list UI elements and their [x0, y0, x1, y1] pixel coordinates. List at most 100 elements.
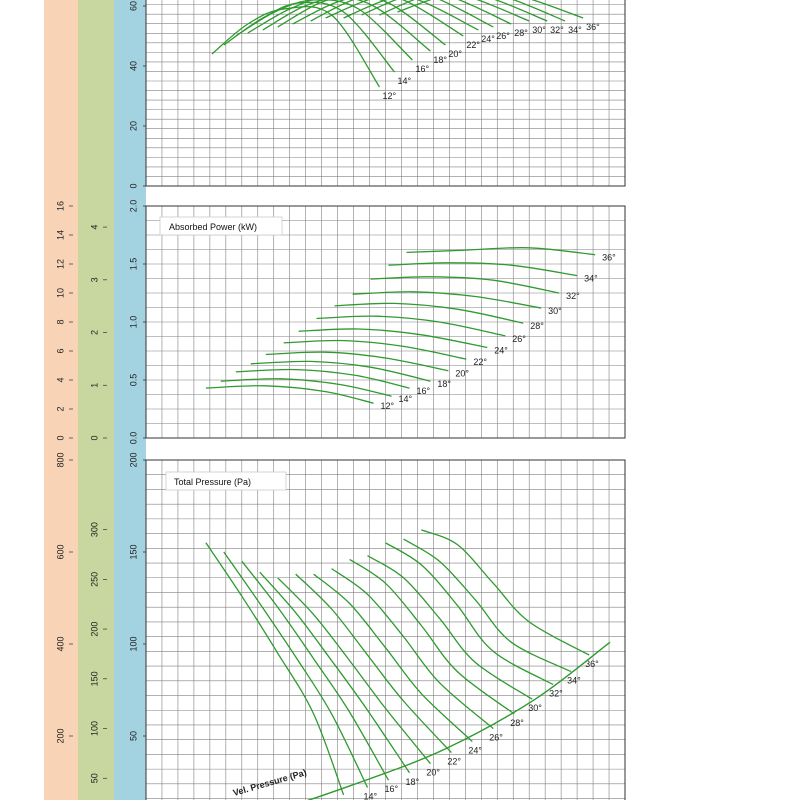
pressure-series-label: 28° [510, 718, 524, 728]
pressure-series-line-11 [403, 538, 572, 673]
orange-power-tick-label: 14 [55, 230, 65, 240]
efficiency-series-line-9 [343, 0, 530, 22]
power-y-tick-label: 0.5 [128, 374, 138, 387]
orange-power-tick-label: 12 [55, 259, 65, 269]
power-series-label: 16° [416, 386, 430, 396]
left-axis-strip-orange [44, 0, 78, 800]
power-series-label: 14° [398, 394, 412, 404]
power-series-label: 24° [494, 346, 508, 356]
pressure-series-label: 30° [528, 703, 542, 713]
orange-power-tick-label: 2 [55, 406, 65, 411]
orange-power-tick-label: 0 [55, 435, 65, 440]
pressure-series-line-6 [313, 573, 473, 742]
pressure-series-label: 36° [585, 659, 599, 669]
pressure-series-label: 32° [549, 688, 563, 698]
efficiency-series-label: 26° [496, 31, 510, 41]
pressure-series-line-3 [259, 571, 411, 774]
velocity-pressure-line [306, 641, 611, 800]
power-series-label: 36° [602, 253, 616, 263]
efficiency-series-line-5 [277, 0, 464, 37]
efficiency-series-line-0 [211, 5, 381, 88]
power-series-line-12 [406, 246, 596, 256]
efficiency-series-line-12 [397, 0, 584, 19]
efficiency-series-label: 18° [433, 55, 447, 65]
power-series-line-8 [334, 302, 524, 324]
efficiency-series-label: 30° [532, 25, 546, 35]
efficiency-series-label: 24° [481, 34, 495, 44]
efficiency-series-line-6 [292, 0, 479, 31]
power-series-label: 32° [566, 291, 580, 301]
pressure-y-tick-label: 100 [128, 636, 138, 651]
pressure-series-label: 20° [426, 768, 440, 778]
pressure-chart-title: Total Pressure (Pa) [174, 477, 251, 487]
green-pressure-tick-label: 300 [89, 522, 99, 537]
orange-pressure-tick-label: 400 [55, 636, 65, 651]
efficiency-series-label: 12° [383, 91, 397, 101]
efficiency-frame [145, 0, 626, 187]
power-title-box: Absorbed Power (kW) [159, 216, 283, 236]
power-chart-title: Absorbed Power (kW) [169, 222, 257, 232]
power-y-tick-label: 2.0 [128, 200, 138, 213]
green-pressure-tick-label: 50 [89, 773, 99, 783]
green-power-tick-label: 2 [89, 330, 99, 335]
power-series-label: 22° [473, 357, 487, 367]
pressure-series-line-4 [277, 577, 431, 765]
power-series-line-7 [316, 315, 506, 337]
power-series-label: 18° [437, 379, 451, 389]
green-pressure-tick-label: 150 [89, 671, 99, 686]
orange-power-tick-label: 16 [55, 201, 65, 211]
pressure-series-line-2 [241, 560, 390, 781]
efficiency-series-label: 20° [448, 49, 462, 59]
power-series-line-11 [388, 262, 578, 277]
power-series-line-1 [220, 378, 392, 397]
power-series-line-0 [205, 385, 374, 404]
efficiency-series-label: 32° [550, 25, 564, 35]
power-y-tick-label: 1.0 [128, 316, 138, 329]
power-series-line-2 [235, 368, 410, 389]
pressure-y-tick-label: 150 [128, 544, 138, 559]
orange-pressure-tick-label: 600 [55, 544, 65, 559]
left-axis-ticks: 0246810121416012342004006008005010015020… [55, 201, 107, 783]
efficiency-series-line-10 [361, 0, 548, 22]
efficiency-y-tick-label: 20 [128, 121, 138, 131]
orange-power-tick-label: 4 [55, 377, 65, 382]
green-power-tick-label: 4 [89, 225, 99, 230]
pressure-series-label: 12° [340, 799, 354, 800]
orange-pressure-tick-label: 200 [55, 728, 65, 743]
pressure-series-line-9 [367, 555, 533, 700]
pressure-series-line-10 [385, 542, 554, 686]
pressure-series-line-12 [421, 529, 590, 656]
pressure-series-line-0 [205, 542, 345, 796]
pressure-y-tick-label: 200 [128, 452, 138, 467]
pressure-series-line-8 [349, 558, 515, 715]
efficiency-series-line-4 [262, 0, 446, 46]
orange-power-tick-label: 8 [55, 319, 65, 324]
pressure-y-tick-label: 50 [128, 731, 138, 741]
power-y-tick-label: 0.0 [128, 432, 138, 445]
green-power-tick-label: 0 [89, 435, 99, 440]
efficiency-series-line-2 [235, 0, 413, 61]
pressure-series-label: 16° [384, 784, 398, 794]
efficiency-panel: 0 20 40 60 12°14° 16° 18°20° 22°24° 26° 28° 30° 32°… [128, 0, 626, 189]
pressure-series-line-7 [331, 568, 494, 730]
green-pressure-tick-label: 250 [89, 572, 99, 587]
efficiency-y-tick-label: 40 [128, 61, 138, 71]
efficiency-series-line-8 [325, 0, 512, 25]
green-pressure-tick-label: 200 [89, 622, 99, 637]
efficiency-series-line-3 [247, 0, 431, 52]
orange-power-tick-label: 10 [55, 288, 65, 298]
orange-pressure-tick-label: 800 [55, 452, 65, 467]
power-series-line-6 [298, 328, 488, 349]
power-series-label: 20° [455, 369, 469, 379]
green-power-tick-label: 1 [89, 383, 99, 388]
pressure-title-box: Total Pressure (Pa) [165, 471, 287, 491]
left-axis-strip-green [78, 0, 114, 800]
efficiency-series-label: 28° [514, 28, 528, 38]
efficiency-series-label: 22° [466, 40, 480, 50]
efficiency-series-label: 16° [415, 64, 429, 74]
power-series-label: 28° [530, 321, 544, 331]
pressure-series-line-5 [295, 573, 452, 754]
efficiency-series-line-11 [379, 0, 566, 22]
left-axis-strip-blue [114, 0, 146, 800]
